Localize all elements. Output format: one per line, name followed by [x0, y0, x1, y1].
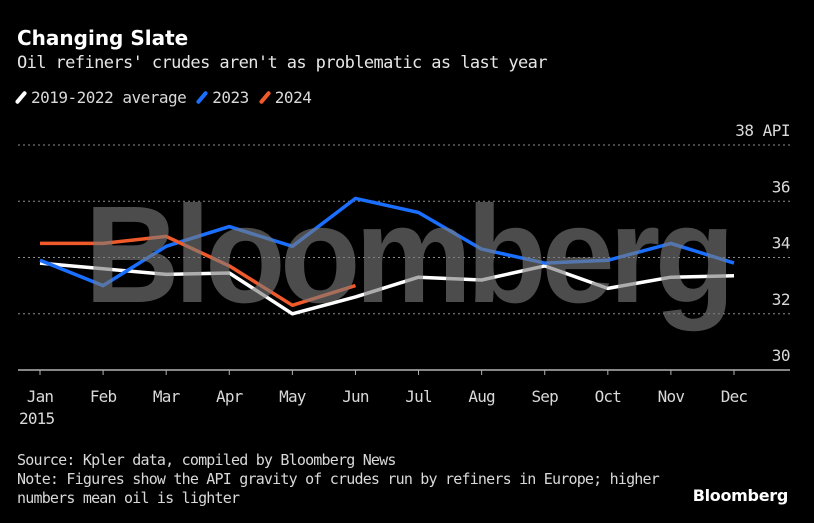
x-tick-label-jul: Jul	[405, 387, 432, 406]
footer: Source: Kpler data, compiled by Bloomber…	[17, 451, 660, 508]
bloomberg-logo: Bloomberg	[692, 486, 789, 505]
y-tick-label-30: 30	[772, 346, 790, 365]
series-line-2019-2022-average	[39, 261, 735, 316]
y-tick-label-34: 34	[772, 234, 790, 253]
x-tick-label-oct: Oct	[595, 387, 622, 406]
y-tick-label-36: 36	[772, 177, 790, 196]
legend-label-2023: 2023	[212, 88, 249, 107]
legend-item-2023: 2023	[195, 88, 249, 107]
series-line-2024	[40, 234, 357, 308]
x-tick-sublabel-year: 2015	[19, 409, 54, 428]
legend-label-2024: 2024	[274, 88, 312, 107]
footnote-line-1: Note: Figures show the API gravity of cr…	[17, 470, 660, 488]
legend-item-2024: 2024	[258, 88, 312, 107]
chart-subtitle: Oil refiners' crudes aren't as problemat…	[17, 53, 548, 73]
x-tick-label-aug: Aug	[468, 387, 495, 406]
source-note: Source: Kpler data, compiled by Bloomber…	[17, 451, 396, 469]
watermark-bloomberg: Bloomberg	[85, 178, 730, 332]
x-tick-label-jun: Jun	[342, 387, 369, 406]
series-line-2023	[39, 196, 735, 288]
chart-title: Changing Slate	[17, 26, 189, 50]
x-tick-label-mar: Mar	[153, 387, 181, 406]
x-tick-label-nov: Nov	[658, 387, 685, 406]
y-tick-label-38: 38 API	[735, 121, 790, 140]
x-tick-label-dec: Dec	[721, 387, 748, 406]
legend: 2019-2022 average 2023 2024	[14, 88, 323, 107]
footnote-line-2: numbers mean oil is lighter	[17, 489, 240, 507]
x-tick-label-feb: Feb	[90, 387, 117, 406]
legend-item-average: 2019-2022 average	[14, 88, 187, 107]
legend-label-average: 2019-2022 average	[31, 88, 187, 107]
x-tick-label-may: May	[279, 387, 307, 406]
x-tick-label-apr: Apr	[216, 387, 244, 406]
x-tick-label-jan: Jan	[27, 387, 54, 406]
x-tick-label-sep: Sep	[531, 387, 558, 406]
y-tick-label-32: 32	[772, 290, 790, 309]
